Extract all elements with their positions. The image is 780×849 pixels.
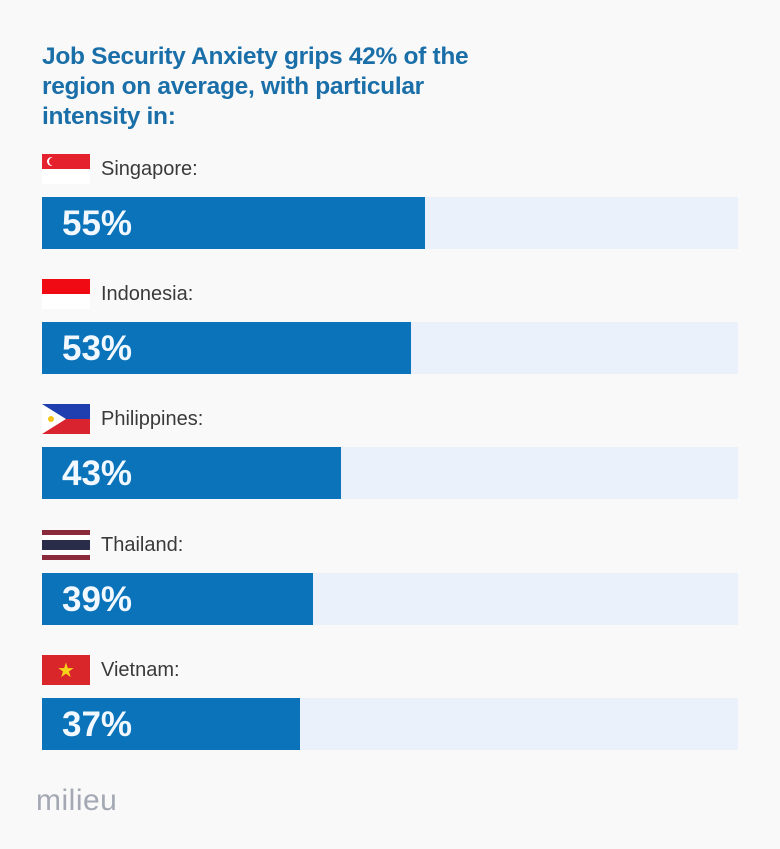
bar-row-vietnam: ★ Vietnam: 37% [42, 654, 738, 750]
singapore-flag-icon [42, 154, 90, 184]
value-label: 37% [62, 705, 133, 744]
thailand-flag-icon [42, 530, 90, 560]
bar-track: 55% [42, 197, 738, 249]
bar-fill [42, 698, 300, 750]
bar-row-singapore: Singapore: 55% [42, 153, 738, 249]
bar-track: 53% [42, 322, 738, 374]
bar-fill [42, 573, 314, 625]
value-label: 39% [62, 580, 133, 619]
country-label: Indonesia: [101, 282, 194, 305]
chart-title: Job Security Anxiety grips 42% of the re… [42, 43, 469, 130]
country-label: Vietnam: [101, 658, 180, 681]
country-label: Philippines: [101, 407, 204, 430]
bar-track: 39% [42, 573, 738, 625]
bar-track: 43% [42, 447, 738, 499]
country-label: Singapore: [101, 157, 198, 180]
bar-fill [42, 197, 425, 249]
bar-row-indonesia: Indonesia: 53% [42, 278, 738, 374]
value-label: 55% [62, 204, 133, 243]
bar-track: 37% [42, 698, 738, 750]
bar-fill [42, 447, 342, 499]
bar-row-thailand: Thailand: 39% [42, 529, 738, 625]
bar-row-philippines: Philippines: 43% [42, 403, 738, 499]
milieu-logo: milieu [36, 784, 118, 817]
value-label: 53% [62, 329, 133, 368]
vietnam-flag-icon: ★ [42, 655, 90, 685]
country-label: Thailand: [101, 533, 184, 556]
value-label: 43% [62, 454, 133, 493]
philippines-flag-icon [42, 404, 90, 434]
bar-fill [42, 322, 411, 374]
indonesia-flag-icon [42, 279, 90, 309]
